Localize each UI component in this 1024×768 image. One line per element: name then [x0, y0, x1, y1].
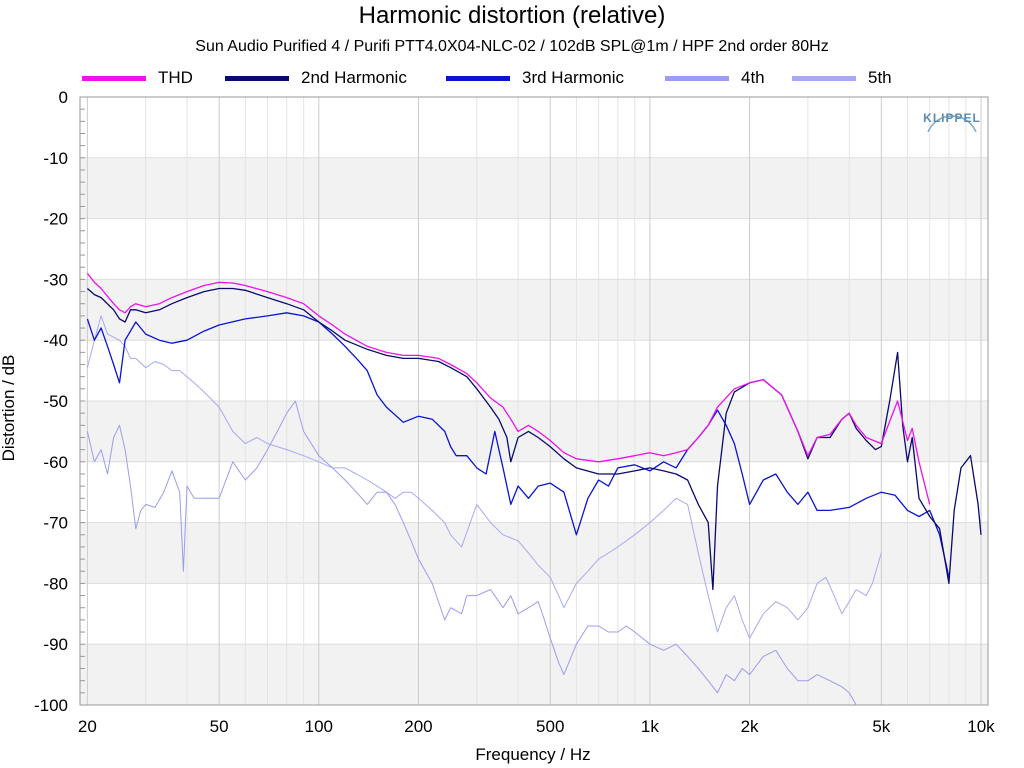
x-tick-label: 1k — [641, 717, 659, 736]
y-tick-label: -50 — [43, 392, 68, 411]
x-tick-label: 2k — [741, 717, 759, 736]
klippel-logo: KLIPPEL — [923, 111, 981, 132]
y-tick-label: -40 — [43, 331, 68, 350]
x-axis-label: Frequency / Hz — [475, 745, 590, 764]
grid-band — [80, 158, 988, 219]
x-tick-label: 5k — [872, 717, 890, 736]
klippel-logo-text: KLIPPEL — [923, 111, 981, 125]
y-tick-label: -60 — [43, 453, 68, 472]
y-tick-label: -70 — [43, 514, 68, 533]
y-tick-label: -10 — [43, 149, 68, 168]
y-tick-label: -20 — [43, 210, 68, 229]
x-tick-label: 500 — [536, 717, 564, 736]
x-tick-label: 200 — [404, 717, 432, 736]
y-axis-label: Distortion / dB — [0, 355, 18, 462]
grid-bands — [80, 158, 988, 705]
y-tick-label: -90 — [43, 635, 68, 654]
y-tick-label: 0 — [59, 88, 68, 107]
grid-band — [80, 401, 988, 462]
x-tick-label: 20 — [78, 717, 97, 736]
series-line-5th — [87, 316, 881, 638]
y-tick-label: -80 — [43, 574, 68, 593]
x-tick-label: 100 — [305, 717, 333, 736]
x-tick-label: 50 — [210, 717, 229, 736]
grid-band — [80, 644, 988, 705]
grid-band — [80, 523, 988, 584]
x-tick-label: 10k — [967, 717, 995, 736]
y-tick-label: -30 — [43, 270, 68, 289]
y-tick-label: -100 — [34, 696, 68, 715]
